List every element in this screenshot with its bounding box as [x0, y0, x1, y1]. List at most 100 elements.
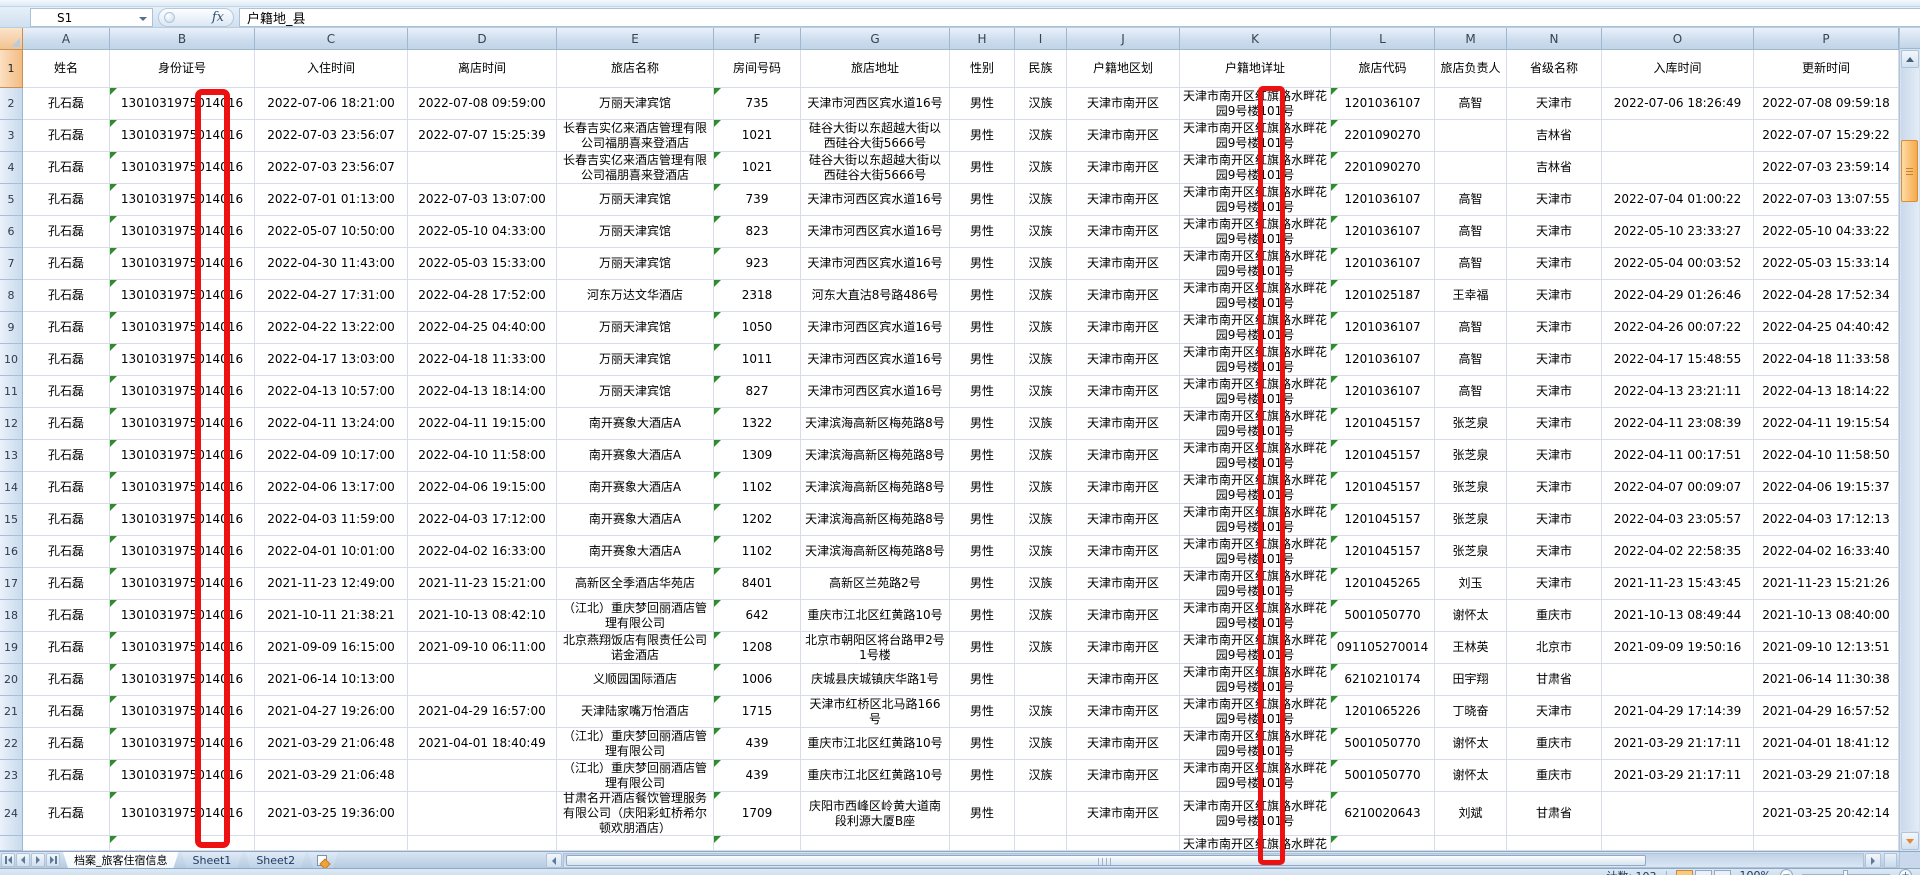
cell-A4[interactable]: 孔石磊: [23, 152, 110, 184]
cell-D19[interactable]: 2021-09-10 06:11:00: [408, 632, 557, 664]
cell-G9[interactable]: 天津市河西区宾水道16号: [801, 312, 950, 344]
cell-P21[interactable]: 2021-04-29 16:57:52: [1754, 696, 1899, 728]
column-header-J[interactable]: J: [1067, 28, 1180, 50]
column-header-D[interactable]: D: [408, 28, 557, 50]
cell-F1[interactable]: 房间号码: [714, 50, 801, 88]
cell-I5[interactable]: 汉族: [1015, 184, 1067, 216]
cell-E21[interactable]: 天津陆家嘴万怡酒店: [557, 696, 714, 728]
cell-N12[interactable]: 天津市: [1507, 408, 1602, 440]
cell-K23[interactable]: 天津市南开区红旗路水畔花园9号楼101号: [1180, 760, 1331, 792]
cell-D6[interactable]: 2022-05-10 04:33:00: [408, 216, 557, 248]
cell-E17[interactable]: 高新区全季酒店华苑店: [557, 568, 714, 600]
cell-D23[interactable]: [408, 760, 557, 792]
cell-L4[interactable]: 2201090270: [1331, 152, 1435, 184]
cell-N11[interactable]: 天津市: [1507, 376, 1602, 408]
cell-M10[interactable]: 高智: [1435, 344, 1507, 376]
cell-L1[interactable]: 旅店代码: [1331, 50, 1435, 88]
cell-J25[interactable]: [1067, 836, 1180, 851]
cell-P15[interactable]: 2022-04-03 17:12:13: [1754, 504, 1899, 536]
cell-G15[interactable]: 天津滨海高新区梅苑路8号: [801, 504, 950, 536]
cell-D14[interactable]: 2022-04-06 19:15:00: [408, 472, 557, 504]
cell-C6[interactable]: 2022-05-07 10:50:00: [255, 216, 408, 248]
cell-P16[interactable]: 2022-04-02 16:33:40: [1754, 536, 1899, 568]
cell-P9[interactable]: 2022-04-25 04:40:42: [1754, 312, 1899, 344]
cell-K1[interactable]: 户籍地详址: [1180, 50, 1331, 88]
cell-J17[interactable]: 天津市南开区: [1067, 568, 1180, 600]
cell-I15[interactable]: 汉族: [1015, 504, 1067, 536]
cell-J22[interactable]: 天津市南开区: [1067, 728, 1180, 760]
row-header-15[interactable]: 15: [0, 504, 23, 536]
cell-N18[interactable]: 重庆市: [1507, 600, 1602, 632]
cell-O18[interactable]: 2021-10-13 08:49:44: [1602, 600, 1754, 632]
cell-B13[interactable]: 1301031975014016: [110, 440, 255, 472]
cell-G12[interactable]: 天津滨海高新区梅苑路8号: [801, 408, 950, 440]
cell-I22[interactable]: 汉族: [1015, 728, 1067, 760]
cell-K19[interactable]: 天津市南开区红旗路水畔花园9号楼101号: [1180, 632, 1331, 664]
cell-O14[interactable]: 2022-04-07 00:09:07: [1602, 472, 1754, 504]
cell-L11[interactable]: 1201036107: [1331, 376, 1435, 408]
cell-G22[interactable]: 重庆市江北区红黄路10号: [801, 728, 950, 760]
cell-B20[interactable]: 1301031975014016: [110, 664, 255, 696]
cell-J20[interactable]: 天津市南开区: [1067, 664, 1180, 696]
cell-J3[interactable]: 天津市南开区: [1067, 120, 1180, 152]
cell-C1[interactable]: 入住时间: [255, 50, 408, 88]
cell-F9[interactable]: 1050: [714, 312, 801, 344]
cell-M12[interactable]: 张芝泉: [1435, 408, 1507, 440]
cell-K20[interactable]: 天津市南开区红旗路水畔花园9号楼101号: [1180, 664, 1331, 696]
cell-K25[interactable]: 天津市南开区红旗路水畔花园9号楼101号: [1180, 836, 1331, 851]
column-header-A[interactable]: A: [23, 28, 110, 50]
cell-P20[interactable]: 2021-06-14 11:30:38: [1754, 664, 1899, 696]
cell-A11[interactable]: 孔石磊: [23, 376, 110, 408]
cell-P4[interactable]: 2022-07-03 23:59:14: [1754, 152, 1899, 184]
cell-L20[interactable]: 6210210174: [1331, 664, 1435, 696]
cell-K6[interactable]: 天津市南开区红旗路水畔花园9号楼101号: [1180, 216, 1331, 248]
horizontal-scroll-track[interactable]: [563, 853, 1864, 868]
cell-N13[interactable]: 天津市: [1507, 440, 1602, 472]
cell-I14[interactable]: 汉族: [1015, 472, 1067, 504]
cell-M20[interactable]: 田宇翔: [1435, 664, 1507, 696]
zoom-out-button[interactable]: −: [1780, 869, 1793, 875]
cell-J24[interactable]: 天津市南开区: [1067, 792, 1180, 836]
chevron-down-icon[interactable]: [139, 17, 147, 21]
sheet-tab-active[interactable]: 档案_旅客住宿信息: [63, 852, 179, 868]
cell-H19[interactable]: 男性: [950, 632, 1015, 664]
cell-F3[interactable]: 1021: [714, 120, 801, 152]
cell-N9[interactable]: 天津市: [1507, 312, 1602, 344]
vertical-scroll-track[interactable]: [1901, 68, 1919, 831]
cell-B25[interactable]: [110, 836, 255, 851]
cell-J6[interactable]: 天津市南开区: [1067, 216, 1180, 248]
cell-H23[interactable]: 男性: [950, 760, 1015, 792]
cell-O20[interactable]: [1602, 664, 1754, 696]
cell-N20[interactable]: 甘肃省: [1507, 664, 1602, 696]
scroll-right-button[interactable]: [1865, 853, 1881, 868]
cell-L18[interactable]: 5001050770: [1331, 600, 1435, 632]
cell-C3[interactable]: 2022-07-03 23:56:07: [255, 120, 408, 152]
cell-B19[interactable]: 1301031975014016: [110, 632, 255, 664]
scrollbar-resize-handle[interactable]: [1884, 853, 1897, 868]
cell-O12[interactable]: 2022-04-11 23:08:39: [1602, 408, 1754, 440]
cell-A9[interactable]: 孔石磊: [23, 312, 110, 344]
cell-B4[interactable]: 1301031975014016: [110, 152, 255, 184]
cell-H7[interactable]: 男性: [950, 248, 1015, 280]
cell-H14[interactable]: 男性: [950, 472, 1015, 504]
cell-N21[interactable]: 天津市: [1507, 696, 1602, 728]
column-header-I[interactable]: I: [1015, 28, 1067, 50]
cell-C2[interactable]: 2022-07-06 18:21:00: [255, 88, 408, 120]
cell-K21[interactable]: 天津市南开区红旗路水畔花园9号楼101号: [1180, 696, 1331, 728]
cell-O4[interactable]: [1602, 152, 1754, 184]
cell-A25[interactable]: [23, 836, 110, 851]
cell-D1[interactable]: 离店时间: [408, 50, 557, 88]
column-header-L[interactable]: L: [1331, 28, 1435, 50]
cell-M23[interactable]: 谢怀太: [1435, 760, 1507, 792]
cell-E7[interactable]: 万丽天津宾馆: [557, 248, 714, 280]
cell-O7[interactable]: 2022-05-04 00:03:52: [1602, 248, 1754, 280]
insert-function-button[interactable]: fx: [158, 8, 234, 27]
cell-E8[interactable]: 河东万达文华酒店: [557, 280, 714, 312]
cell-F8[interactable]: 2318: [714, 280, 801, 312]
cell-L9[interactable]: 1201036107: [1331, 312, 1435, 344]
cell-B18[interactable]: 1301031975014016: [110, 600, 255, 632]
cell-E18[interactable]: （江北）重庆梦回丽酒店管理有限公司: [557, 600, 714, 632]
vertical-scrollbar-thumb[interactable]: [1901, 140, 1918, 202]
cell-K5[interactable]: 天津市南开区红旗路水畔花园9号楼101号: [1180, 184, 1331, 216]
cell-C20[interactable]: 2021-06-14 10:13:00: [255, 664, 408, 696]
